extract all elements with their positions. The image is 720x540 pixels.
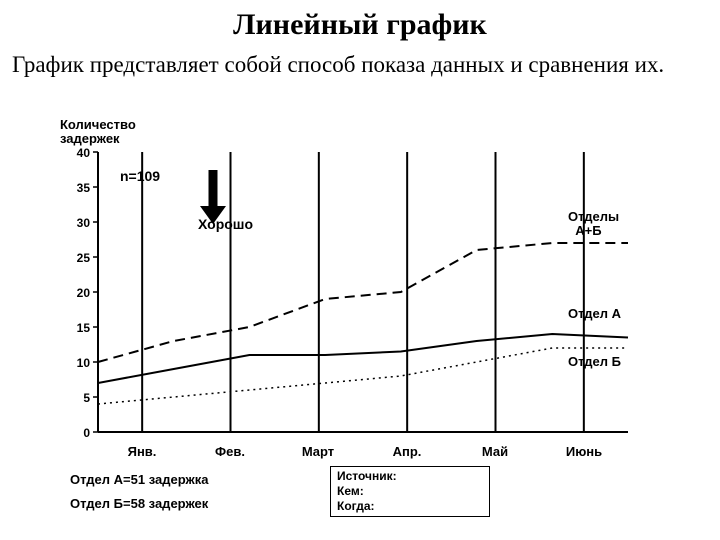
y-axis-title: Количество задержек (60, 118, 136, 147)
ytick-20: 20 (62, 286, 90, 300)
y-axis-title-l1: Количество (60, 117, 136, 132)
source-l1: Источник: (337, 469, 483, 484)
footer-line1: Отдел А=51 задержка (70, 472, 208, 487)
ytick-10: 10 (62, 356, 90, 370)
chart-container: Количество задержек n=109 Хорошо 40 35 3… (40, 122, 680, 522)
ytick-40: 40 (62, 146, 90, 160)
series-label-ab: Отделы А+Б (568, 210, 619, 239)
xtick-4: Май (482, 444, 508, 459)
xtick-2: Март (302, 444, 334, 459)
ytick-25: 25 (62, 251, 90, 265)
ytick-30: 30 (62, 216, 90, 230)
footer-line2: Отдел Б=58 задержек (70, 496, 208, 511)
series-label-b: Отдел Б (568, 354, 621, 369)
series-label-a: Отдел А (568, 306, 621, 321)
source-box: Источник: Кем: Когда: (330, 466, 490, 517)
source-l3: Когда: (337, 499, 483, 514)
n-label: n=109 (120, 168, 160, 184)
series-label-ab-l2: А+Б (568, 223, 602, 238)
ytick-15: 15 (62, 321, 90, 335)
xtick-3: Апр. (393, 444, 422, 459)
xtick-5: Июнь (566, 444, 602, 459)
series-label-ab-l1: Отделы (568, 209, 619, 224)
page-subtitle: График представляет собой способ показа … (0, 42, 720, 80)
ytick-5: 5 (62, 391, 90, 405)
arrow-label: Хорошо (198, 216, 253, 232)
xtick-0: Янв. (128, 444, 157, 459)
ytick-35: 35 (62, 181, 90, 195)
ytick-0: 0 (62, 426, 90, 440)
xtick-1: Фев. (215, 444, 245, 459)
y-axis-title-l2: задержек (60, 131, 120, 146)
source-l2: Кем: (337, 484, 483, 499)
page-title: Линейный график (0, 0, 720, 42)
